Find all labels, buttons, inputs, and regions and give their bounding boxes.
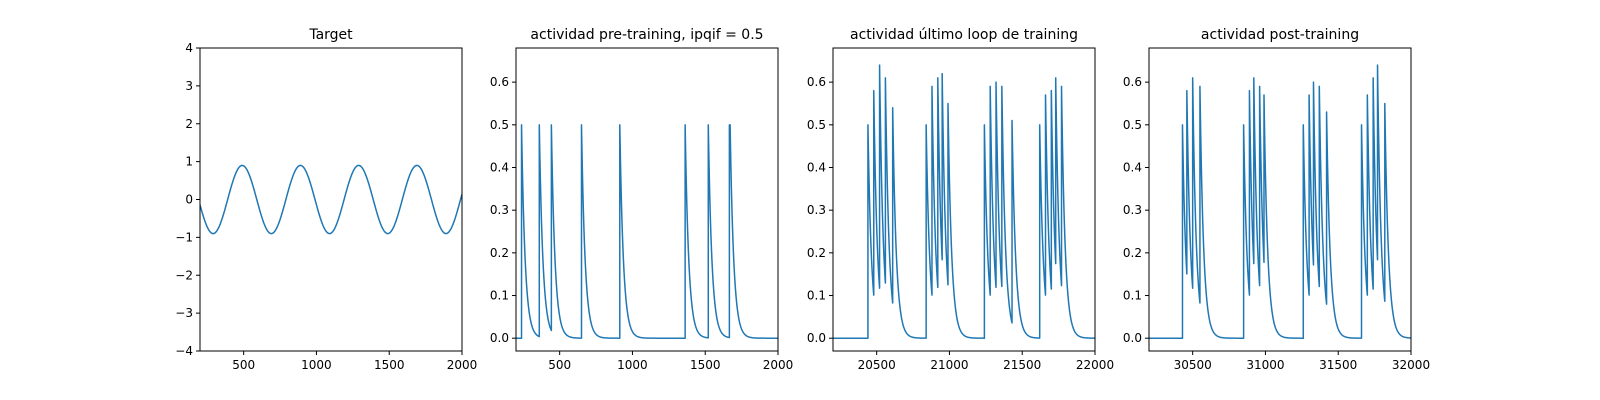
y-tick-label: 0.2: [807, 246, 826, 260]
y-tick-label: 0.1: [490, 289, 509, 303]
y-tick-label: −2: [175, 268, 193, 282]
x-tick-label: 500: [232, 358, 255, 372]
x-tick-label: 2000: [447, 358, 478, 372]
series-line-1: [516, 124, 778, 339]
y-tick-label: 0.1: [1123, 289, 1142, 303]
x-tick-label: 1000: [301, 358, 332, 372]
y-tick-label: 0.0: [807, 331, 826, 345]
series-line-1: [833, 64, 1095, 339]
y-tick-label: 0.0: [1123, 331, 1142, 345]
y-tick-label: 0.5: [807, 118, 826, 132]
axes-frame: [1148, 47, 1412, 352]
x-tick-label: 32000: [1392, 358, 1430, 372]
y-tick-label: 0.2: [490, 246, 509, 260]
y-tick-label: 0.6: [1123, 75, 1142, 89]
y-tick-label: 0.0: [490, 331, 509, 345]
y-tick-label: 0.6: [807, 75, 826, 89]
y-tick-label: 0.3: [490, 203, 509, 217]
x-tick-label: 21500: [1003, 358, 1041, 372]
x-tick-label: 21000: [930, 358, 968, 372]
x-tick-label: 1000: [617, 358, 648, 372]
y-tick-label: 0.1: [807, 289, 826, 303]
y-tick-label: 0.4: [490, 160, 509, 174]
y-tick-label: −3: [175, 306, 193, 320]
chart-title: actividad pre-training, ipqif = 0.5: [530, 27, 763, 43]
x-tick-label: 22000: [1076, 358, 1114, 372]
y-tick-label: 0.5: [1123, 118, 1142, 132]
y-tick-label: 0.6: [490, 75, 509, 89]
y-tick-label: 0.3: [807, 203, 826, 217]
x-tick-label: 20500: [858, 358, 896, 372]
chart-panel-2: 500 1000 1500 2000 0.0 0.1 0.2 0.3 0.4 0.5 0.6 acti…: [490, 27, 793, 372]
y-tick-label: 0: [185, 193, 193, 207]
y-tick-label: 0.4: [1123, 160, 1142, 174]
y-tick-label: 0.5: [490, 118, 509, 132]
y-tick-label: 3: [185, 79, 193, 93]
chart-title: Target: [308, 27, 353, 43]
series-line-1: [1149, 64, 1411, 339]
chart-panel-3: 20500 21000 21500 22000 0.0 0.1 0.2 0.3 0.4 0.5 0.…: [807, 27, 1114, 372]
y-tick-label: 4: [185, 41, 193, 55]
y-tick-label: −1: [175, 230, 193, 244]
chart-panel-4: 30500 31000 31500 32000 0.0 0.1 0.2 0.3 0.4 0.5 0.…: [1123, 27, 1430, 372]
y-tick-label: 0.2: [1123, 246, 1142, 260]
chart-panel-1: 500 1000 1500 2000 −4 −3 −2 −1 0 1 2 3 4 Target: [175, 27, 477, 372]
x-tick-label: 31000: [1246, 358, 1284, 372]
y-tick-label: 0.3: [1123, 203, 1142, 217]
chart-title: actividad último loop de training: [850, 27, 1078, 43]
x-tick-label: 1500: [374, 358, 405, 372]
axes-frame: [515, 47, 779, 352]
chart-title: actividad post-training: [1201, 27, 1359, 43]
y-tick-label: 1: [185, 155, 193, 169]
y-tick-label: 0.4: [807, 160, 826, 174]
x-tick-label: 31500: [1319, 358, 1357, 372]
x-tick-label: 1500: [690, 358, 721, 372]
y-tick-label: 2: [185, 117, 193, 131]
x-tick-label: 30500: [1174, 358, 1212, 372]
series-line-1: [200, 164, 462, 235]
axes-frame: [832, 47, 1096, 352]
x-tick-label: 2000: [763, 358, 794, 372]
y-tick-label: −4: [175, 344, 193, 358]
x-tick-label: 500: [548, 358, 571, 372]
